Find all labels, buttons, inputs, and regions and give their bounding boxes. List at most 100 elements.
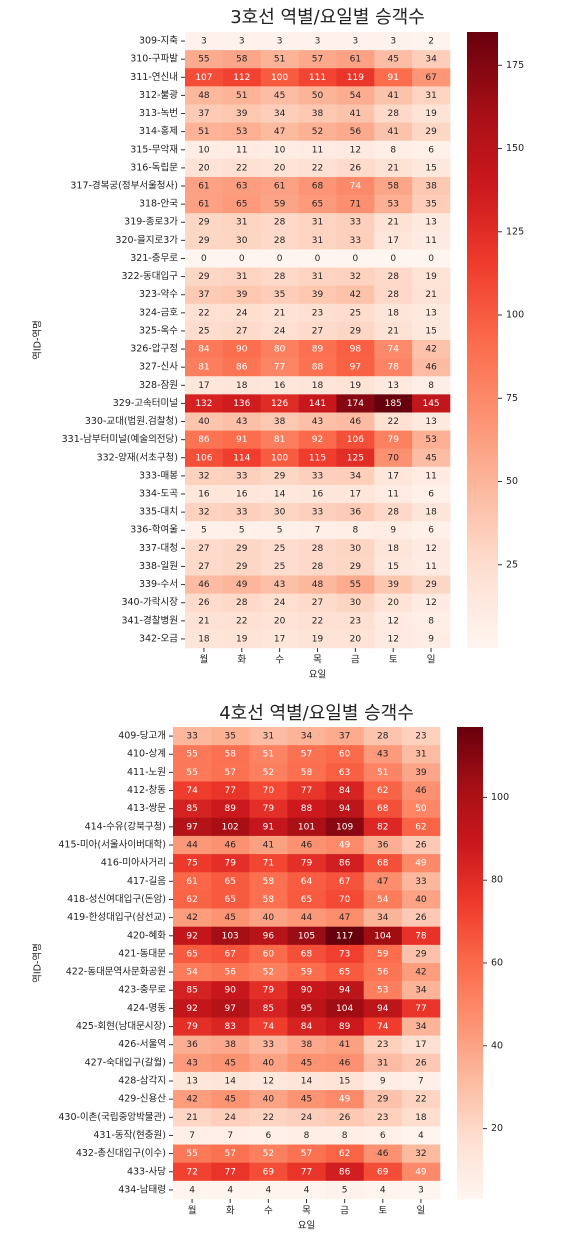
cell-label: 33 bbox=[350, 218, 361, 228]
heatmap-cell bbox=[249, 1017, 288, 1036]
cell-label: 33 bbox=[350, 236, 361, 246]
heatmap-cell bbox=[222, 158, 262, 178]
heatmap-cell bbox=[260, 86, 299, 105]
cell-label: 81 bbox=[198, 363, 209, 373]
cell-label: 71 bbox=[263, 859, 274, 869]
cell-label: 89 bbox=[224, 804, 236, 814]
cell-label: 24 bbox=[274, 326, 286, 336]
heatmap-cell bbox=[401, 854, 441, 873]
x-tick-label: 화 bbox=[237, 655, 246, 666]
heatmap-cell bbox=[260, 249, 299, 268]
cell-label: 42 bbox=[186, 913, 197, 923]
y-tick-label: 423-충무로 bbox=[118, 985, 166, 996]
heatmap-cell bbox=[173, 745, 212, 764]
cell-label: 55 bbox=[198, 55, 209, 65]
cell-label: 8 bbox=[428, 381, 434, 391]
heatmap-cell bbox=[298, 303, 337, 323]
heatmap-cell bbox=[298, 50, 337, 69]
cell-label: 61 bbox=[186, 877, 197, 887]
cell-label: 104 bbox=[336, 1004, 353, 1014]
heatmap-cell bbox=[363, 1108, 403, 1127]
heatmap-cell bbox=[185, 213, 224, 232]
cell-label: 11 bbox=[425, 562, 436, 572]
heatmap-cell bbox=[185, 140, 224, 160]
cell-label: 12 bbox=[263, 1077, 274, 1087]
heatmap-cell bbox=[336, 176, 375, 196]
x-tick-label: 화 bbox=[226, 1206, 235, 1217]
heatmap-cell bbox=[298, 430, 337, 450]
heatmap-cell bbox=[363, 1090, 403, 1109]
cell-label: 28 bbox=[387, 290, 399, 300]
heatmap-cell bbox=[185, 521, 224, 540]
cell-label: 74 bbox=[377, 1022, 389, 1032]
heatmap-cell bbox=[374, 394, 413, 413]
heatmap-cell bbox=[260, 158, 299, 178]
cell-label: 52 bbox=[263, 1149, 274, 1159]
heatmap-cell bbox=[222, 539, 262, 558]
heatmap-cell bbox=[211, 745, 250, 764]
cell-label: 65 bbox=[224, 877, 235, 887]
heatmap-cell bbox=[363, 999, 403, 1018]
cell-label: 55 bbox=[350, 580, 361, 590]
cell-label: 3 bbox=[315, 37, 321, 47]
cell-label: 107 bbox=[195, 73, 212, 83]
cell-label: 45 bbox=[301, 1095, 312, 1105]
x-tick-label: 수 bbox=[275, 655, 284, 666]
heatmap-cell bbox=[401, 1126, 441, 1145]
cell-label: 4 bbox=[189, 1185, 195, 1195]
heatmap-cell bbox=[401, 1144, 441, 1163]
heatmap-cell bbox=[185, 376, 224, 395]
cell-label: 29 bbox=[198, 218, 210, 228]
cell-label: 29 bbox=[236, 544, 248, 554]
heatmap-cell bbox=[287, 835, 326, 855]
heatmap-cell bbox=[222, 629, 262, 649]
colorbar-tick-label: 75 bbox=[506, 393, 518, 404]
cell-label: 18 bbox=[312, 381, 324, 391]
heatmap-cell bbox=[260, 575, 299, 594]
heatmap-cell bbox=[336, 321, 375, 341]
heatmap-cell bbox=[325, 854, 365, 873]
cell-label: 77 bbox=[224, 1167, 235, 1177]
cell-label: 50 bbox=[415, 804, 427, 814]
heatmap-cell bbox=[374, 140, 413, 160]
cell-label: 85 bbox=[186, 804, 197, 814]
cell-label: 126 bbox=[271, 399, 288, 409]
heatmap-cell bbox=[298, 68, 337, 87]
colorbar-tick-label: 150 bbox=[506, 143, 524, 154]
cell-label: 28 bbox=[312, 562, 324, 572]
cell-label: 26 bbox=[415, 841, 427, 851]
heatmap-cell bbox=[412, 32, 451, 51]
cell-label: 80 bbox=[274, 345, 286, 355]
cell-label: 102 bbox=[222, 822, 239, 832]
heatmap-cell bbox=[211, 799, 250, 819]
cell-label: 46 bbox=[350, 417, 362, 427]
heatmap-cell bbox=[412, 195, 451, 214]
cell-label: 17 bbox=[415, 1040, 426, 1050]
heatmap-cell bbox=[363, 926, 403, 946]
heatmap-cell bbox=[222, 68, 262, 87]
cell-label: 29 bbox=[350, 326, 362, 336]
heatmap-cell bbox=[173, 890, 212, 909]
cell-label: 41 bbox=[387, 127, 398, 137]
heatmap-cell bbox=[260, 195, 299, 214]
y-tick-label: 429-신용산 bbox=[118, 1094, 166, 1105]
heatmap-cell bbox=[298, 611, 337, 631]
cell-label: 38 bbox=[301, 1040, 313, 1050]
cell-label: 88 bbox=[312, 363, 324, 373]
cell-label: 91 bbox=[236, 435, 247, 445]
cell-label: 20 bbox=[198, 163, 210, 173]
heatmap-cell bbox=[173, 926, 212, 946]
cell-label: 68 bbox=[312, 182, 324, 192]
cell-label: 26 bbox=[415, 1058, 427, 1068]
cell-label: 68 bbox=[301, 949, 313, 959]
cell-label: 67 bbox=[425, 73, 436, 83]
cell-label: 34 bbox=[415, 1022, 427, 1032]
cell-label: 77 bbox=[415, 1004, 426, 1014]
heatmap-cell bbox=[249, 781, 288, 800]
cell-label: 7 bbox=[227, 1131, 233, 1141]
cell-label: 56 bbox=[350, 127, 362, 137]
heatmap-cell bbox=[412, 122, 451, 142]
cell-label: 29 bbox=[377, 1095, 389, 1105]
heatmap-cell bbox=[222, 575, 262, 594]
heatmap-cell bbox=[260, 321, 299, 341]
